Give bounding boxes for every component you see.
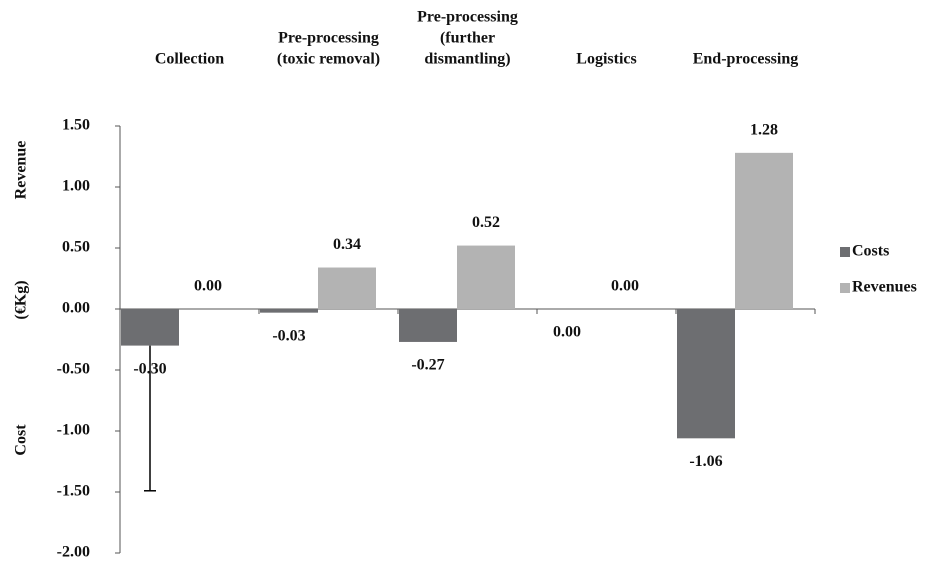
y-tick-label: 1.50 bbox=[62, 117, 90, 134]
y-axis-label: Revenue bbox=[13, 141, 30, 200]
legend-swatch bbox=[840, 247, 850, 257]
category-label: End-processing bbox=[693, 51, 799, 68]
bar bbox=[260, 309, 318, 313]
bar bbox=[677, 309, 735, 439]
value-label: -0.27 bbox=[411, 357, 444, 374]
value-label: -1.06 bbox=[689, 453, 722, 470]
y-axis-label: Cost bbox=[13, 424, 30, 456]
y-axis-label: (€Kg) bbox=[13, 280, 30, 319]
value-label: 0.00 bbox=[611, 278, 639, 295]
y-tick-label: 1.00 bbox=[62, 178, 90, 195]
y-tick-label: -2.00 bbox=[57, 544, 90, 561]
legend-label: Costs bbox=[852, 243, 889, 260]
y-tick-label: -0.50 bbox=[57, 361, 90, 378]
category-label: Pre-processing bbox=[278, 30, 379, 47]
category-label: dismantling) bbox=[424, 51, 510, 68]
legend-swatch bbox=[840, 283, 850, 293]
value-label: 0.34 bbox=[333, 236, 361, 253]
category-label: (toxic removal) bbox=[277, 51, 380, 68]
y-tick-label: -1.50 bbox=[57, 483, 90, 500]
y-tick-label: 0.00 bbox=[62, 300, 90, 317]
category-label: Pre-processing bbox=[417, 9, 518, 26]
bar bbox=[399, 309, 457, 342]
bar bbox=[318, 267, 376, 309]
category-label: Collection bbox=[155, 51, 224, 68]
value-label: -0.03 bbox=[272, 327, 305, 344]
y-tick-label: 0.50 bbox=[62, 239, 90, 256]
category-label: (further bbox=[440, 30, 495, 47]
category-label: Logistics bbox=[576, 51, 636, 68]
bar bbox=[735, 152, 793, 309]
value-label: 0.00 bbox=[194, 278, 222, 295]
legend-label: Revenues bbox=[852, 279, 917, 296]
bar bbox=[457, 245, 515, 309]
value-label: -0.30 bbox=[133, 360, 166, 377]
value-label: 1.28 bbox=[750, 122, 778, 139]
bar bbox=[121, 309, 179, 346]
value-label: 0.52 bbox=[472, 214, 500, 231]
y-tick-label: -1.00 bbox=[57, 422, 90, 439]
value-label: 0.00 bbox=[553, 324, 581, 341]
